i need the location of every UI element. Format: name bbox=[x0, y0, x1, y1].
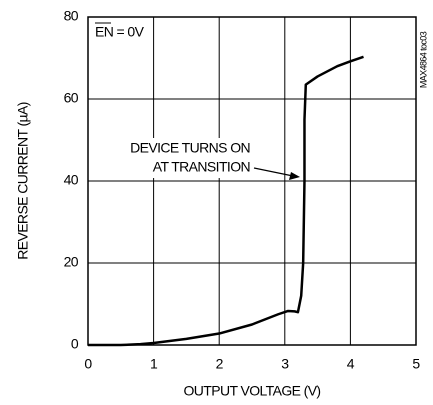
x-tick-label: 0 bbox=[84, 356, 92, 372]
y-tick-label: 0 bbox=[71, 336, 79, 352]
annotation-bg bbox=[118, 138, 260, 178]
annotation: DEVICE TURNS ON bbox=[130, 140, 250, 156]
x-tick-label: 3 bbox=[281, 356, 289, 372]
y-axis-label: REVERSE CURRENT (µA) bbox=[15, 102, 31, 260]
x-tick-label: 5 bbox=[412, 356, 420, 372]
plot-frame bbox=[87, 16, 417, 346]
annotation: MAX4864 toc03 bbox=[418, 31, 428, 88]
annotation-bg bbox=[92, 22, 148, 44]
y-tick-label: 80 bbox=[64, 8, 79, 24]
y-tick-label: 40 bbox=[64, 172, 79, 188]
x-tick-label: 4 bbox=[347, 356, 355, 372]
x-tick-label: 1 bbox=[150, 356, 158, 372]
x-tick-label: 2 bbox=[216, 356, 224, 372]
data-line bbox=[88, 55, 364, 347]
annotation: EN = 0V bbox=[95, 24, 145, 40]
x-axis-label: OUTPUT VOLTAGE (V) bbox=[184, 383, 321, 399]
y-tick-label: 20 bbox=[64, 254, 79, 270]
arrow-head bbox=[289, 172, 300, 180]
y-tick-label: 60 bbox=[64, 90, 79, 106]
arrow bbox=[253, 167, 294, 177]
annotation: AT TRANSITION bbox=[153, 159, 250, 175]
